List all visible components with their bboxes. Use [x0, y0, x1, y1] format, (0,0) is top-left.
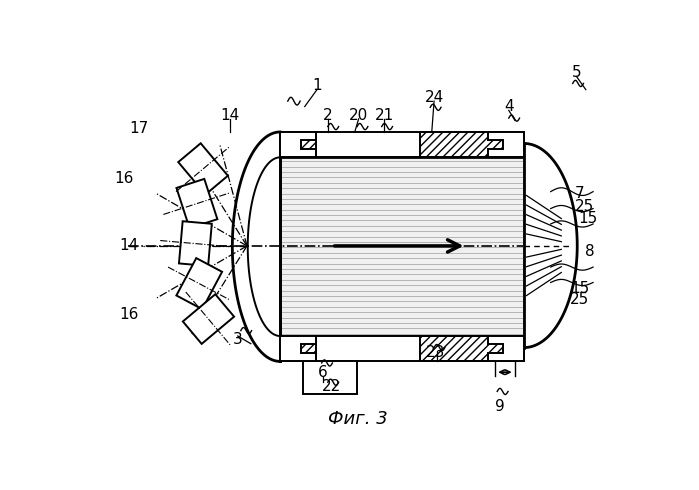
Polygon shape [179, 221, 212, 266]
Text: 23: 23 [426, 345, 445, 361]
Text: 14: 14 [220, 107, 240, 122]
Bar [280, 132, 524, 157]
Text: 7: 7 [575, 186, 584, 201]
Polygon shape [178, 143, 228, 195]
Text: 25: 25 [575, 199, 594, 214]
Text: 16: 16 [120, 307, 139, 322]
Bar [280, 336, 524, 362]
Bar [420, 132, 524, 157]
Text: 25: 25 [570, 293, 589, 307]
Polygon shape [488, 132, 524, 157]
Bar [280, 336, 316, 362]
Bar [420, 336, 524, 362]
Bar [280, 157, 524, 336]
Bar [280, 132, 316, 157]
Text: 2: 2 [323, 107, 333, 122]
Text: 3: 3 [233, 332, 243, 347]
Text: 17: 17 [129, 121, 149, 136]
Text: 24: 24 [424, 90, 444, 105]
Text: 15: 15 [579, 211, 598, 226]
Text: 15: 15 [571, 281, 590, 296]
Text: 6: 6 [318, 366, 328, 380]
Bar [420, 132, 524, 157]
Text: 20: 20 [349, 107, 368, 122]
Text: 4: 4 [504, 99, 514, 114]
Text: 8: 8 [585, 244, 594, 259]
Polygon shape [524, 144, 577, 347]
Bar [280, 336, 316, 362]
Text: 9: 9 [495, 399, 505, 415]
Text: 21: 21 [375, 107, 394, 122]
Bar [280, 132, 316, 157]
Polygon shape [280, 132, 316, 157]
Bar [303, 362, 357, 394]
Text: Фиг. 3: Фиг. 3 [328, 410, 388, 428]
Polygon shape [488, 336, 524, 362]
Polygon shape [183, 294, 234, 344]
Text: 5: 5 [572, 65, 582, 80]
Text: 1: 1 [312, 78, 322, 93]
Text: 16: 16 [114, 171, 134, 186]
Text: 14: 14 [120, 239, 139, 253]
Bar [420, 336, 524, 362]
Polygon shape [176, 258, 222, 309]
Text: 22: 22 [322, 379, 341, 393]
Polygon shape [176, 179, 217, 228]
Polygon shape [280, 336, 316, 362]
